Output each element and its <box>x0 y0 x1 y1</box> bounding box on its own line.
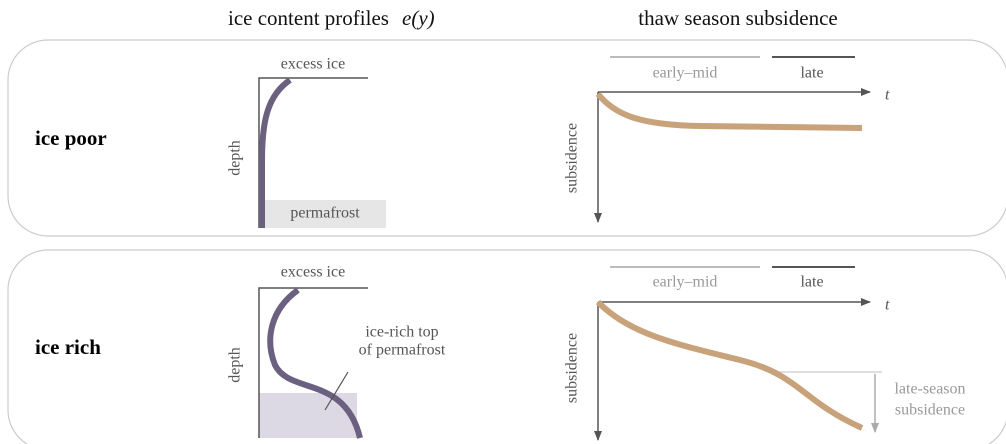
annotation: late-season <box>894 381 965 398</box>
annotation: of permafrost <box>359 342 446 359</box>
label: excess ice <box>281 56 345 73</box>
subsidence-curve <box>595 299 864 431</box>
row-label: ice poor <box>35 126 107 150</box>
phase-label: late <box>800 65 823 82</box>
leader-line <box>324 371 349 411</box>
time-label: t <box>885 297 890 314</box>
permafrost-zone <box>264 200 386 228</box>
row-label: ice rich <box>35 335 101 359</box>
time-label: t <box>885 87 890 104</box>
ice-profile <box>259 77 292 228</box>
ice-profile <box>267 287 363 439</box>
axis-label: depth <box>227 347 244 383</box>
permafrost-zone <box>259 393 357 438</box>
profile-axis <box>258 287 368 438</box>
phase-label: late <box>800 274 823 291</box>
panel <box>7 249 1006 444</box>
label: excess ice <box>281 264 345 281</box>
annotation: ice-rich top <box>365 324 438 341</box>
subsidence-curve <box>595 92 863 131</box>
label: permafrost <box>290 205 360 222</box>
column-header-math: e(y) <box>402 6 435 30</box>
axis-label: subsidence <box>564 333 581 403</box>
axis-label: subsidence <box>564 123 581 193</box>
column-header: ice content profiles <box>228 6 389 30</box>
phase-label: early–mid <box>653 274 718 291</box>
column-header: thaw season subsidence <box>638 6 837 30</box>
panel <box>7 39 1006 237</box>
axis-label: depth <box>227 140 244 176</box>
phase-label: early–mid <box>653 65 718 82</box>
annotation: subsidence <box>895 402 965 419</box>
